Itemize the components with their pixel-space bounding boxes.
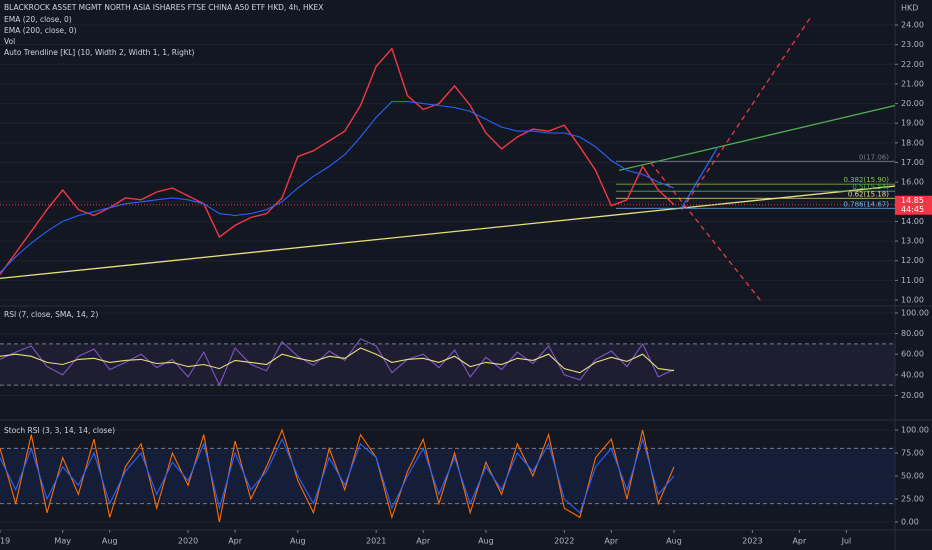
fib-label: 0.382(15.90) (843, 176, 889, 184)
trendline (681, 146, 719, 209)
x-tick-label: Apr (604, 537, 619, 546)
y-tick-label: 100.00 (901, 426, 929, 435)
panel (0, 312, 895, 396)
indicator-label: Vol (4, 37, 15, 46)
panel-title: RSI (7, close, SMA, 14, 2) (4, 310, 98, 319)
unit-label: HKD (901, 4, 918, 13)
trendline (681, 14, 813, 211)
y-tick-label: 60.00 (901, 350, 924, 359)
y-tick-label: 24.00 (901, 21, 924, 30)
x-tick-label: 2021 (366, 537, 386, 546)
y-tick-label: 22.00 (901, 60, 924, 69)
x-tick-label: 2022 (554, 537, 574, 546)
x-tick-label: May (54, 537, 71, 546)
price-tag (895, 195, 932, 215)
series-line (0, 428, 675, 523)
series-line (0, 437, 675, 514)
series-line (0, 347, 675, 374)
y-tick-label: 20.00 (901, 391, 924, 400)
y-tick-label: 50.00 (901, 472, 924, 481)
fib-label: 0.62(15.18) (848, 190, 889, 198)
x-tick-label: Aug (666, 537, 682, 546)
panel-title: Stoch RSI (3, 3, 14, 14, close) (4, 426, 115, 435)
x-tick-label: 2023 (742, 537, 762, 546)
series-line (0, 101, 675, 273)
y-tick-label: 21.00 (901, 79, 924, 88)
y-tick-label: 19.00 (901, 119, 924, 128)
y-tick-label: 18.00 (901, 138, 924, 147)
y-tick-label: 25.00 (901, 495, 924, 504)
x-tick-label: Aug (478, 537, 494, 546)
x-tick-label: 2020 (178, 537, 198, 546)
legend-entry: EMA (200, close, 0) (4, 26, 77, 35)
indicator-label: Auto Trendline [KL] (10, Width 2, Width … (4, 48, 195, 57)
y-tick-label: 12.00 (901, 256, 924, 265)
y-tick-label: 23.00 (901, 40, 924, 49)
y-tick-label: 0.00 (901, 518, 919, 527)
price-tag-label: 14.85 (901, 196, 924, 205)
series-line (0, 338, 675, 387)
y-tick-label: 10.00 (901, 296, 924, 305)
panel (0, 14, 895, 303)
fib-label: 0.786(14.67) (843, 200, 889, 208)
y-tick-label: 14.00 (901, 217, 924, 226)
y-tick-label: 11.00 (901, 276, 924, 285)
legend-entry: EMA (20, close, 0) (4, 15, 72, 24)
y-tick-label: 100.00 (901, 309, 929, 318)
y-tick-label: 80.00 (901, 329, 924, 338)
countdown: 44:45 (901, 205, 924, 214)
x-tick-label: Apr (228, 537, 243, 546)
panel (0, 428, 895, 523)
x-tick-label: 19 (0, 537, 10, 546)
trendline (0, 185, 895, 280)
x-tick-label: Apr (792, 537, 807, 546)
x-tick-label: Apr (416, 537, 431, 546)
fib-label: 0(17.06) (859, 153, 889, 161)
panel-title: BLACKROCK ASSET MGMT NORTH ASIA ISHARES … (4, 3, 323, 12)
band (0, 343, 895, 386)
fib-label: 0.5(15.54) (852, 183, 889, 191)
series-line (0, 47, 675, 275)
y-tick-label: 17.00 (901, 158, 924, 167)
trendline (618, 104, 895, 171)
y-tick-label: 75.00 (901, 449, 924, 458)
y-tick-label: 20.00 (901, 99, 924, 108)
x-tick-label: Jul (841, 537, 852, 546)
y-tick-label: 13.00 (901, 237, 924, 246)
y-tick-label: 16.00 (901, 178, 924, 187)
y-tick-label: 40.00 (901, 370, 924, 379)
x-tick-label: Aug (102, 537, 118, 546)
x-tick-label: Aug (290, 537, 306, 546)
